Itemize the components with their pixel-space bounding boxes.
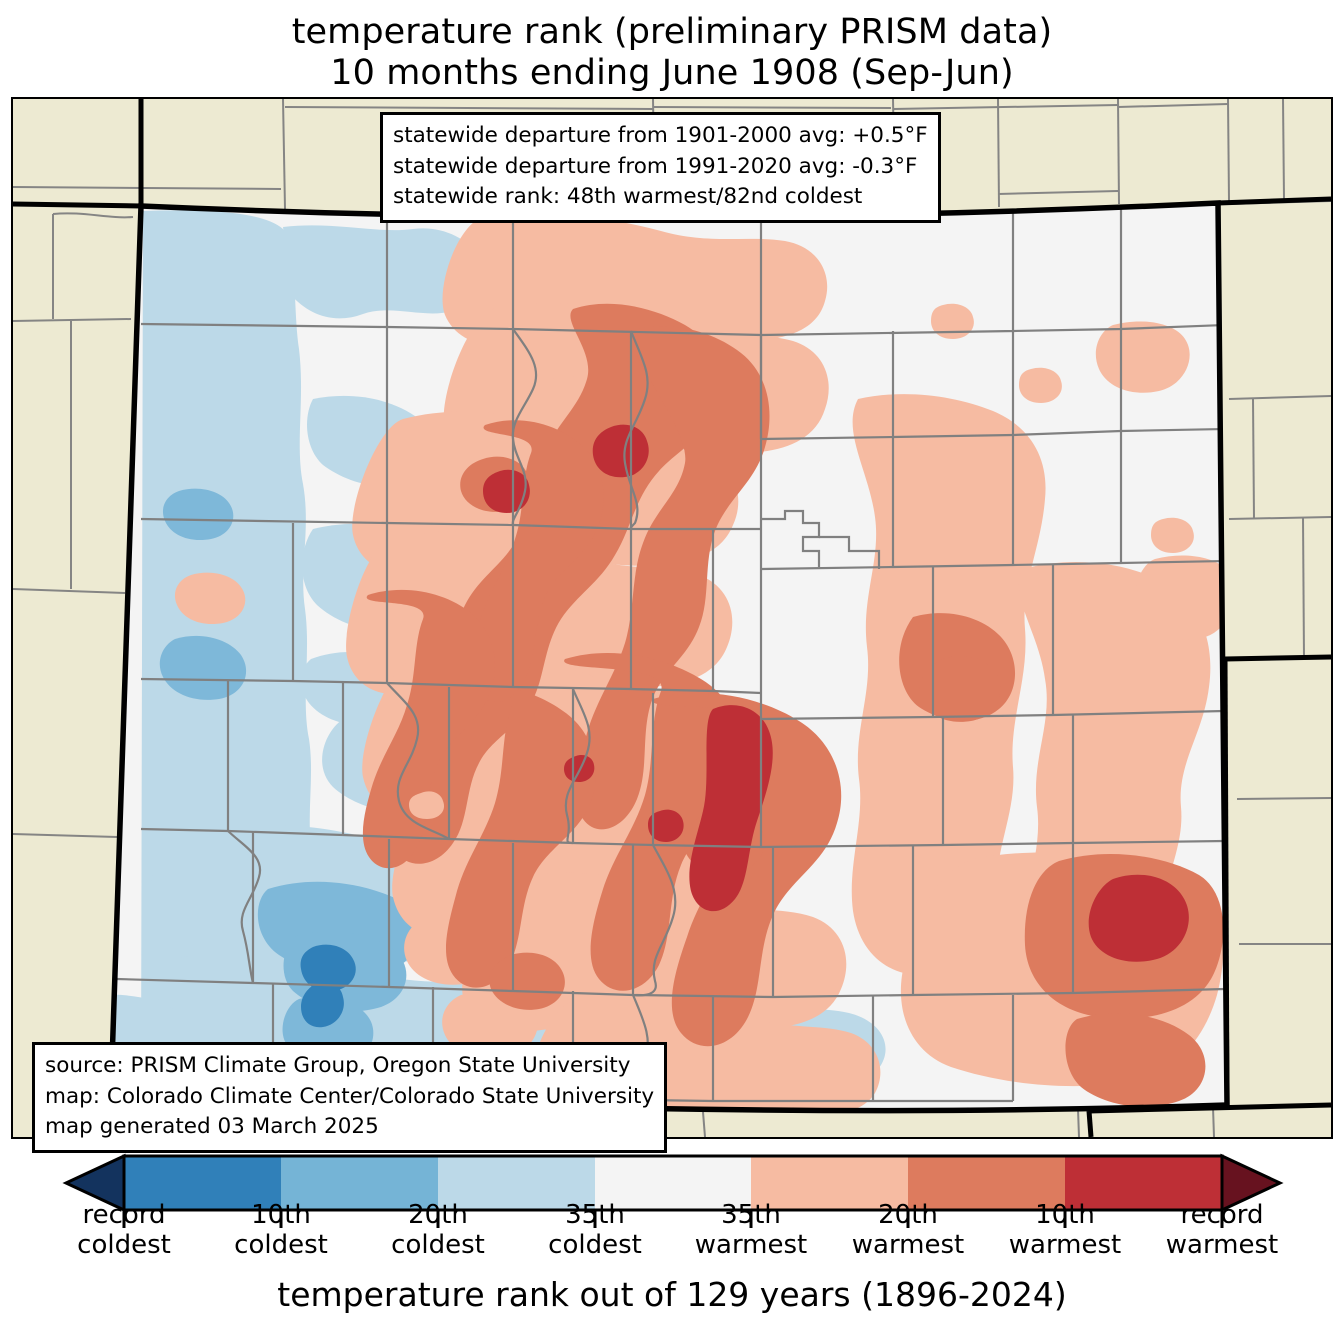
colorbar-label-4: 35th warmest: [694, 1200, 808, 1261]
colorado-county-lines: [112, 207, 1226, 1103]
colorbar-label-2: 20th coldest: [391, 1200, 485, 1261]
map-panel: [11, 97, 1333, 1139]
colorado-rank-shading: [111, 203, 1227, 1111]
colorbar-caption: temperature rank out of 129 years (1896-…: [277, 1275, 1067, 1314]
map-credit-line: map: Colorado Climate Center/Colorado St…: [45, 1083, 655, 1109]
title-line-1: temperature rank (preliminary PRISM data…: [291, 12, 1053, 52]
colorbar-label-3: 35th coldest: [548, 1200, 642, 1261]
colorbar-seg-5: [751, 1156, 908, 1210]
source-line: source: PRISM Climate Group, Oregon Stat…: [45, 1053, 631, 1078]
source-attribution-box: source: PRISM Climate Group, Oregon Stat…: [32, 1042, 668, 1153]
colorbar-ticks: [122, 1210, 1224, 1228]
colorbar-label-0: record coldest: [77, 1200, 171, 1261]
colorbar-seg-2: [281, 1156, 438, 1210]
title-line-2: 10 months ending June 1908 (Sep-Jun): [330, 52, 1014, 93]
colorado-temperature-rank-map: [13, 99, 1331, 1137]
colorbar-svg: [62, 1153, 1284, 1228]
colorbar-seg-7: [1065, 1156, 1222, 1210]
colorbar-segments: [62, 1153, 1284, 1213]
map-generated-line: map generated 03 March 2025: [45, 1114, 379, 1140]
statewide-statistics-box: statewide departure from 1901-2000 avg: …: [380, 112, 941, 223]
colorbar: [0, 1148, 1344, 1278]
colorbar-label-1: 10th coldest: [234, 1200, 328, 1261]
statewide-rank: statewide rank: 48th warmest/82nd coldes…: [393, 184, 863, 210]
statewide-departure-1991-2020: statewide departure from 1991-2020 avg: …: [393, 153, 918, 179]
colorbar-tick-labels: record coldest 10th coldest 20th coldest…: [0, 1200, 1344, 1270]
colorbar-seg-1: [124, 1156, 281, 1210]
colorbar-label-5: 20th warmest: [851, 1200, 965, 1261]
colorbar-label-7: record warmest: [1165, 1200, 1279, 1261]
colorbar-seg-4: [595, 1156, 751, 1210]
statewide-departure-1901-2000: statewide departure from 1901-2000 avg: …: [393, 123, 928, 148]
colorbar-label-6: 10th warmest: [1008, 1200, 1122, 1261]
colorbar-seg-3: [438, 1156, 595, 1210]
page-title: temperature rank (preliminary PRISM data…: [0, 12, 1344, 93]
colorbar-outline: [122, 1154, 1224, 1212]
colorbar-seg-6: [908, 1156, 1065, 1210]
